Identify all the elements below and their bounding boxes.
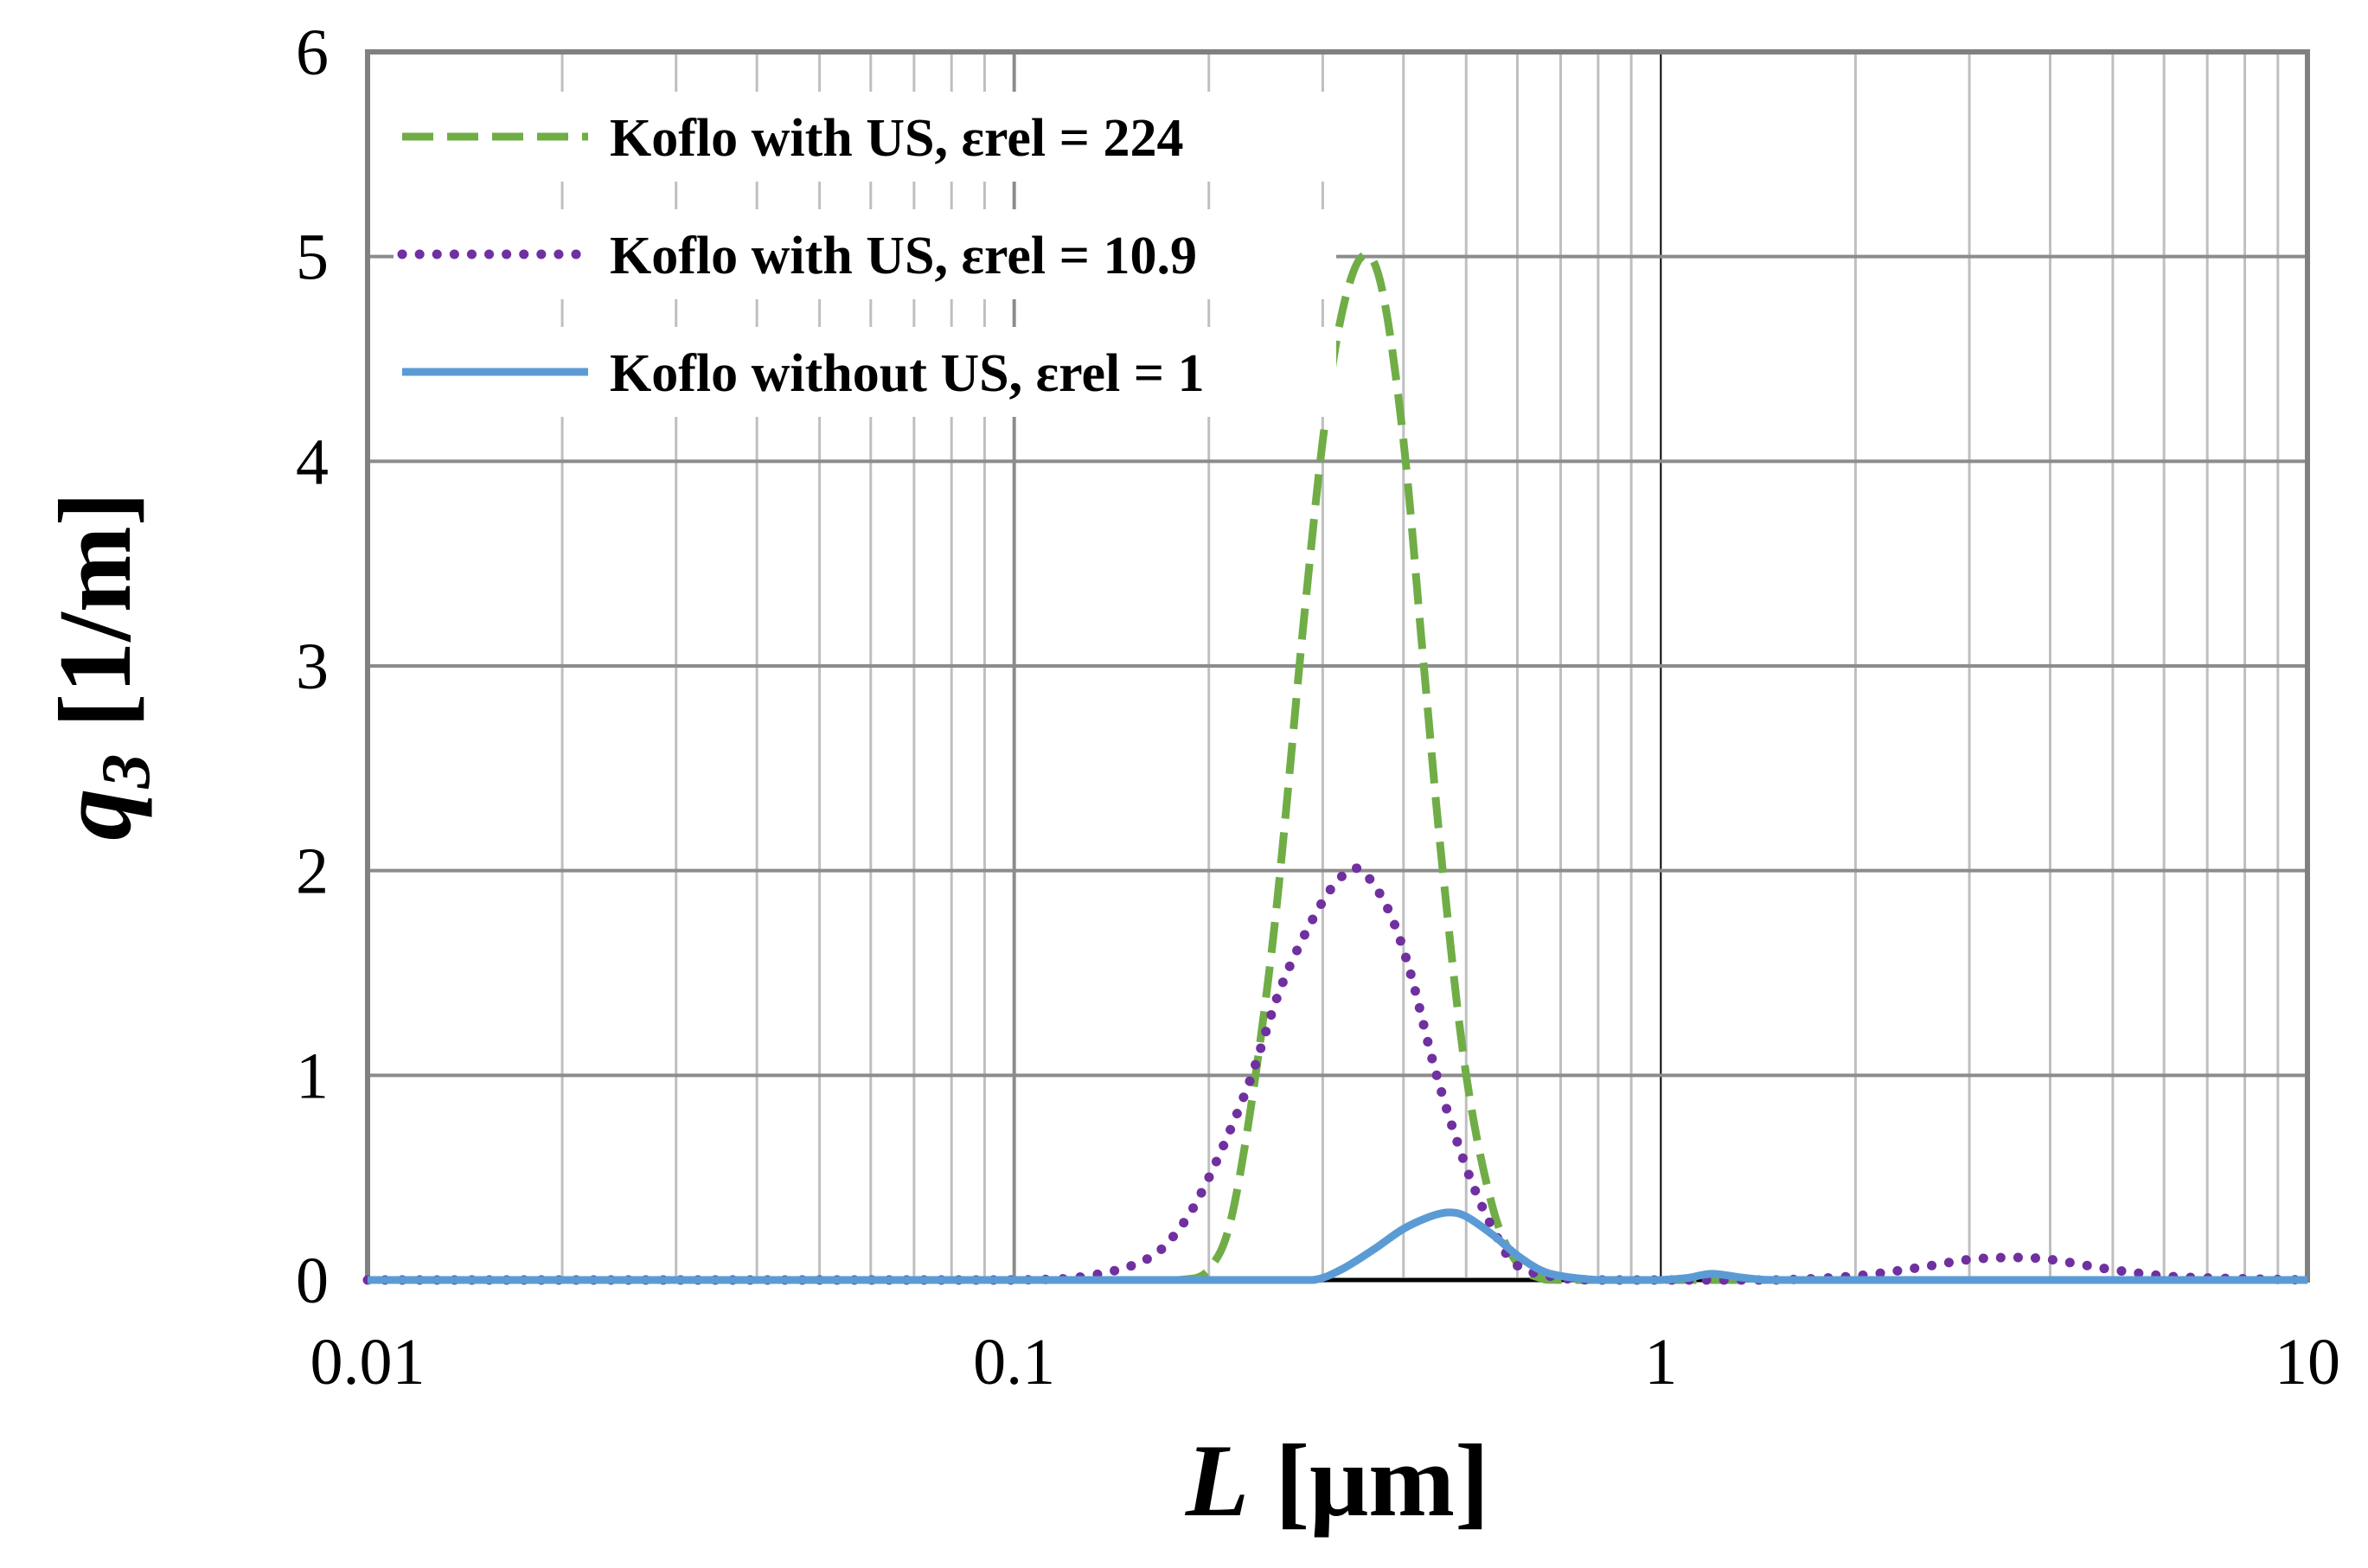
legend-item-2: Koflo with US, εrel = 10.9 bbox=[394, 209, 1336, 299]
y-tick-label: 2 bbox=[296, 835, 329, 908]
x-axis-unit: [μm] bbox=[1275, 1423, 1489, 1538]
legend-item-background bbox=[394, 209, 1336, 299]
legend-label: Koflo with US, εrel = 224 bbox=[610, 109, 1183, 168]
y-tick-label: 4 bbox=[296, 426, 329, 498]
series-group bbox=[362, 251, 2313, 1285]
legend-label: Koflo without US, εrel = 1 bbox=[610, 344, 1205, 403]
y-tick-label: 0 bbox=[296, 1245, 329, 1317]
y-axis-title: q3 [1/m] bbox=[37, 491, 164, 840]
x-tick-label: 0.1 bbox=[973, 1326, 1055, 1398]
legend-item-3: Koflo without US, εrel = 1 bbox=[394, 327, 1336, 417]
y-tick-label: 6 bbox=[296, 16, 329, 89]
legend-label: Koflo with US, εrel = 10.9 bbox=[610, 227, 1197, 285]
x-tick-label: 1 bbox=[1644, 1326, 1677, 1398]
legend-item-1: Koflo with US, εrel = 224 bbox=[394, 92, 1336, 182]
x-axis-title: L [μm] bbox=[1185, 1423, 1489, 1538]
y-tick-label: 3 bbox=[296, 630, 329, 703]
series-line-3 bbox=[367, 1208, 2307, 1284]
tick-labels: 0.01 0.1 1 10 0 1 2 3 4 5 6 bbox=[296, 16, 2340, 1398]
y-tick-label: 5 bbox=[296, 221, 329, 294]
y-axis-subscript: 3 bbox=[88, 754, 164, 790]
x-axis-variable: L bbox=[1185, 1423, 1249, 1538]
series-line-2 bbox=[362, 863, 2313, 1285]
y-axis-variable: q bbox=[37, 789, 152, 841]
series-line-1 bbox=[367, 251, 2307, 1284]
legend: Koflo with US, εrel = 224 Koflo with US, … bbox=[394, 92, 1336, 417]
y-axis-unit: [1/m] bbox=[37, 491, 152, 727]
x-tick-label: 0.01 bbox=[310, 1326, 426, 1398]
x-tick-label: 10 bbox=[2275, 1326, 2340, 1398]
y-tick-label: 1 bbox=[296, 1040, 329, 1112]
